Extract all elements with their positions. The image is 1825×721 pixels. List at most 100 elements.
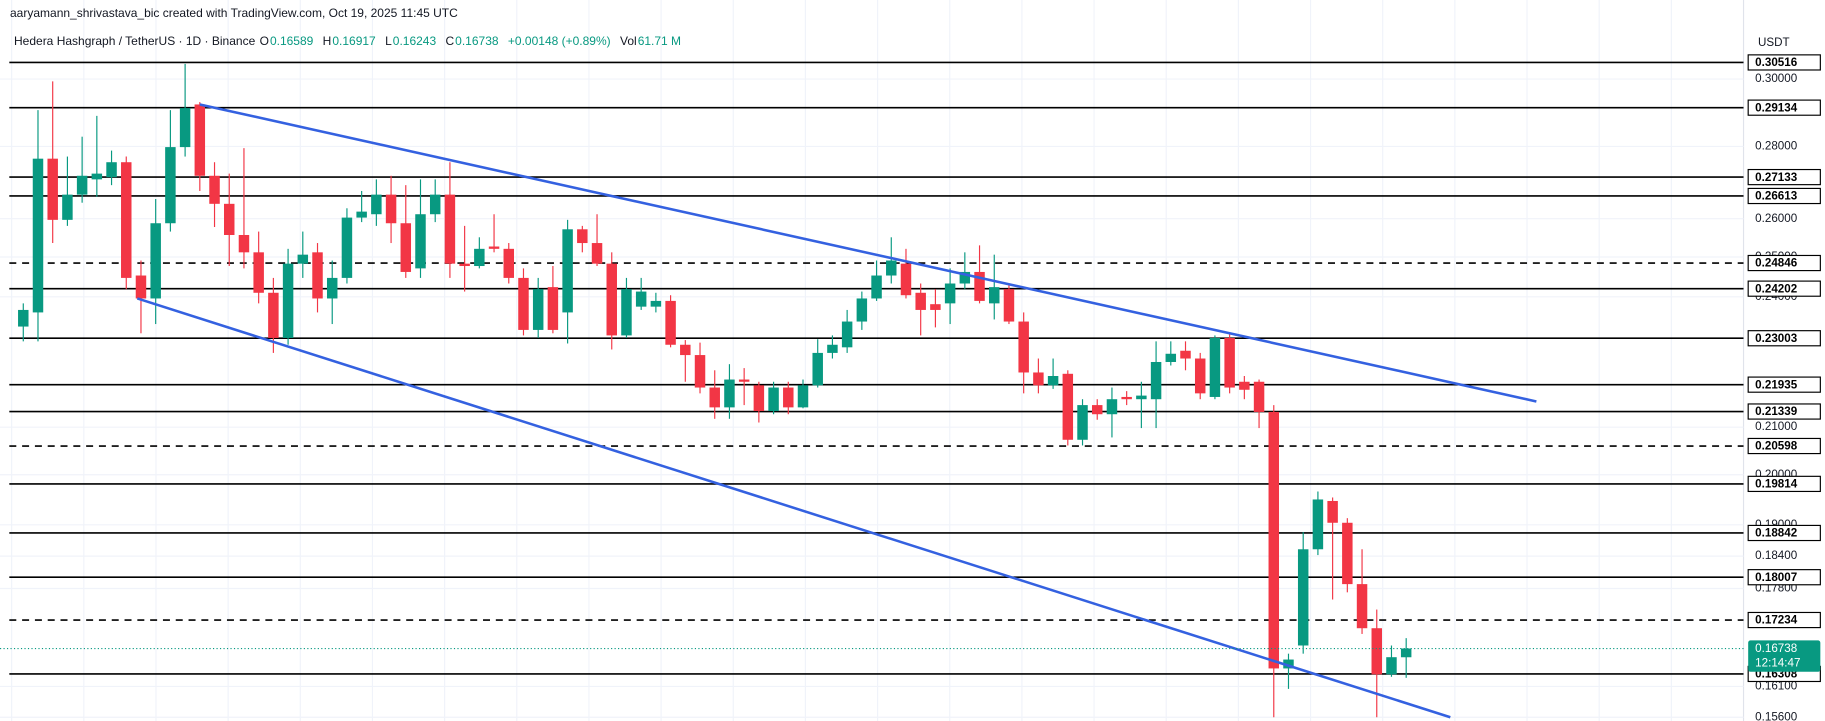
y-tick-label: 0.18400 <box>1755 549 1798 562</box>
candle-body <box>121 162 132 278</box>
level-label: 0.18007 <box>1755 571 1797 584</box>
candle-body <box>532 289 544 330</box>
candle-body <box>474 248 485 267</box>
level-label-box <box>1747 475 1821 493</box>
level-label: 0.30516 <box>1755 56 1798 69</box>
level-label-box <box>1747 524 1821 542</box>
candle-body <box>930 304 941 310</box>
candle-body <box>1180 350 1191 359</box>
level-label: 0.23003 <box>1755 332 1798 345</box>
candle-body <box>1150 361 1162 400</box>
level-label: 0.18842 <box>1755 527 1797 540</box>
level-label-box <box>1747 611 1821 629</box>
trend-line <box>136 297 1451 719</box>
candle-body <box>650 300 662 307</box>
legend-label: L <box>385 34 392 48</box>
candle-body <box>312 252 323 299</box>
candle-body <box>606 263 617 336</box>
candle-body <box>1136 395 1147 400</box>
candle-body <box>32 158 44 313</box>
candle-body <box>944 283 956 304</box>
candle-body <box>415 214 426 269</box>
candle-body <box>194 104 206 176</box>
trend-line <box>199 103 1537 403</box>
level-label: 0.27133 <box>1755 171 1798 184</box>
legend-value: 0.16589 <box>269 34 314 48</box>
candle-body <box>635 291 647 307</box>
candle-body <box>135 275 147 299</box>
legend-volume: 61.71 M <box>637 34 682 48</box>
candle-body <box>709 387 720 408</box>
candle-body <box>1018 321 1029 373</box>
level-label-box <box>1747 99 1821 116</box>
candle-body <box>179 108 191 148</box>
candle-body <box>429 194 441 215</box>
level-label-box <box>1747 187 1821 205</box>
legend-value: 0.16243 <box>392 34 437 48</box>
candle-body <box>665 300 676 345</box>
candle-body <box>488 246 500 249</box>
countdown-label: 12:14:47 <box>1755 657 1800 670</box>
legend-label: C <box>445 34 455 48</box>
candle-body <box>47 158 58 220</box>
last-price-label: 0.16738 <box>1755 642 1797 655</box>
candle-body <box>18 309 29 327</box>
candle-body <box>268 292 279 338</box>
candle-body <box>224 203 235 235</box>
candle-body <box>165 147 176 224</box>
legend-label: O <box>259 34 269 48</box>
candle-body <box>1077 405 1088 440</box>
candle-body <box>326 277 338 299</box>
candle-body <box>547 287 559 330</box>
candle-body <box>62 194 73 220</box>
candle-body <box>783 387 794 408</box>
candle-body <box>1356 584 1368 629</box>
candle-body <box>827 344 838 353</box>
candle-body <box>1327 500 1338 523</box>
candle-body <box>1386 657 1397 675</box>
candle-body <box>724 379 735 408</box>
level-label: 0.19814 <box>1755 478 1798 491</box>
candle-body <box>797 385 809 408</box>
candle-body <box>385 194 397 224</box>
candle-body <box>1209 337 1221 397</box>
candle-body <box>1033 372 1044 386</box>
candle-body <box>371 194 382 215</box>
candle-body <box>1312 499 1324 550</box>
plot-area <box>9 61 1744 719</box>
candle-body <box>738 379 750 382</box>
candle-body <box>900 263 912 296</box>
candle-body <box>91 173 103 180</box>
candle-body <box>1003 289 1015 322</box>
legend-change: +0.00148 (+0.89%) <box>507 34 611 48</box>
candle-body <box>1253 381 1265 412</box>
y-tick-label: 0.28000 <box>1755 139 1798 152</box>
level-label: 0.24846 <box>1755 257 1798 270</box>
candle-body <box>1165 353 1177 362</box>
level-label-box <box>1747 254 1821 272</box>
candle-body <box>680 344 691 356</box>
level-label: 0.20598 <box>1755 440 1798 453</box>
level-label: 0.17234 <box>1755 614 1798 627</box>
candle-body <box>959 271 971 284</box>
candle-body <box>356 211 367 218</box>
legend-value: 0.16917 <box>332 34 376 48</box>
candle-body <box>812 352 823 386</box>
candle-body <box>1342 522 1353 585</box>
legend-label: Vol <box>620 34 637 48</box>
legend-label: H <box>322 34 332 48</box>
candle-body <box>400 223 412 272</box>
candle-body <box>341 217 353 278</box>
level-label-box <box>1747 330 1821 347</box>
candle-body <box>621 289 632 336</box>
candle-body <box>871 275 882 299</box>
level-label-box <box>1747 569 1821 586</box>
level-label: 0.24202 <box>1755 282 1797 295</box>
candle-body <box>886 260 897 276</box>
candle-body <box>444 194 456 264</box>
candle-body <box>1091 405 1103 415</box>
y-tick-label: 0.21000 <box>1755 420 1798 433</box>
level-label: 0.29134 <box>1755 101 1798 114</box>
